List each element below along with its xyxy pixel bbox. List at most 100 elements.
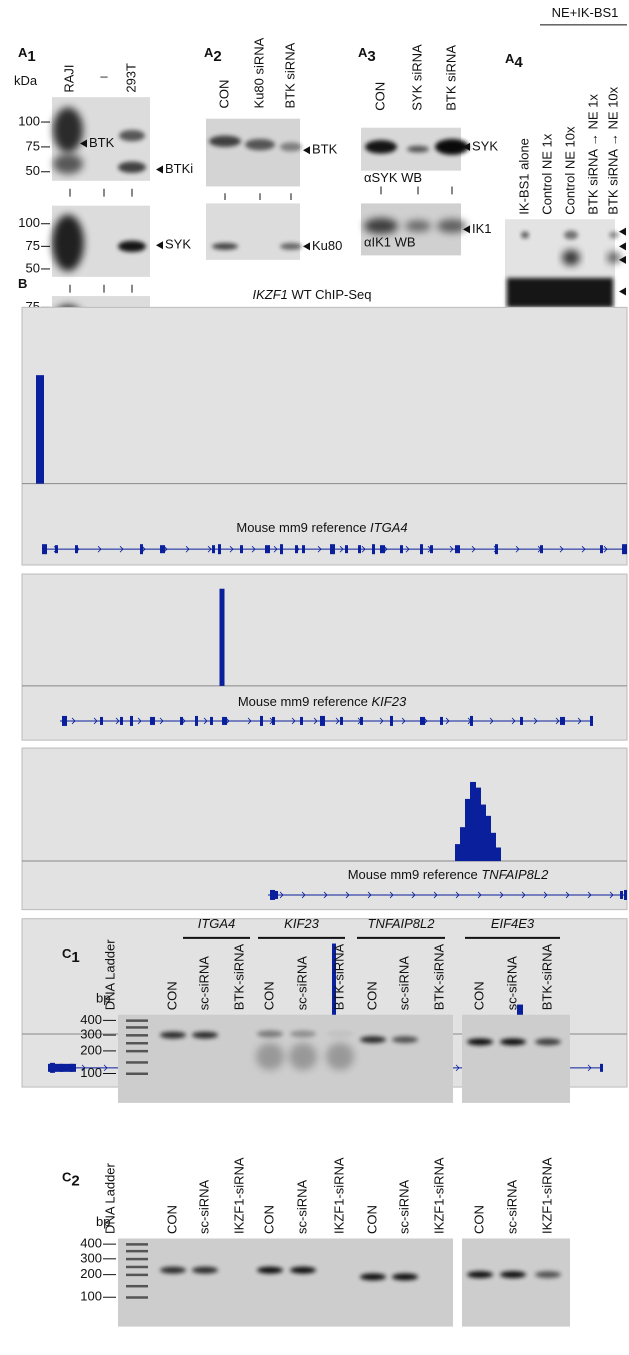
exon (180, 716, 183, 725)
reference-prefix: Mouse mm9 reference (238, 694, 372, 709)
panel-number: 1 (71, 949, 79, 966)
strand-arrow (493, 545, 498, 553)
panel-label: C2 (62, 1170, 80, 1190)
panel-letter: A (18, 46, 28, 61)
marker-label: 300 (80, 1250, 102, 1265)
band (209, 135, 241, 147)
gene-header: EIF4E3 (491, 916, 535, 931)
exon (265, 545, 270, 554)
marker-label: 50 (26, 260, 40, 275)
exon (520, 716, 523, 725)
band (360, 1036, 386, 1043)
ladder-band (126, 1034, 148, 1037)
strand-arrow (423, 717, 428, 725)
band-label: BTK (89, 135, 115, 150)
band (118, 240, 146, 252)
panel-label: B (18, 276, 27, 291)
marker-label: 75 (26, 238, 40, 253)
strand-arrow (559, 545, 564, 553)
signal (480, 804, 486, 862)
exon (42, 544, 47, 555)
arrowhead (463, 225, 470, 234)
exon (340, 716, 343, 725)
gene-header: KIF23 (284, 916, 319, 931)
exon (372, 544, 375, 555)
strand-arrow (335, 717, 340, 725)
panel-label: C1 (62, 946, 80, 966)
band (564, 230, 578, 240)
exon (48, 1063, 76, 1072)
arrowhead (156, 241, 163, 250)
exon (440, 716, 443, 725)
track-panel (21, 306, 628, 566)
lane-label: IKZF1-siRNA (331, 1157, 346, 1234)
exon (620, 890, 623, 899)
strand-arrow (401, 717, 406, 725)
lane-label: CON (364, 981, 379, 1010)
band (256, 1042, 284, 1071)
strand-arrow (229, 545, 234, 553)
ladder-label: DNA Ladder (102, 939, 117, 1010)
strand-arrow (313, 717, 318, 725)
band (53, 107, 83, 153)
arrowhead (619, 227, 626, 236)
exon (560, 716, 565, 725)
band (257, 1266, 283, 1274)
exon (624, 889, 627, 900)
reference-prefix: Mouse mm9 reference (348, 867, 482, 882)
ladder-label: DNA Ladder (102, 1162, 117, 1233)
strand-arrow (295, 545, 300, 553)
strand-arrow (225, 717, 230, 725)
exon (75, 545, 78, 554)
marker-label: 100 (18, 113, 40, 128)
lane-label: sc-siRNA (196, 1179, 211, 1233)
gene-name: ITGA4 (370, 520, 408, 535)
lane-label: CON (261, 981, 276, 1010)
panel-label: A2 (204, 46, 222, 66)
reference-label: Mouse mm9 reference TNFAIP8L2 (348, 867, 549, 882)
strand-arrow (445, 717, 450, 725)
blot-caption: αIK1 WB (364, 234, 416, 249)
lane-label: IKZF1-siRNA (231, 1157, 246, 1234)
strand-arrow (53, 545, 58, 553)
band (280, 242, 302, 250)
band (192, 1031, 218, 1039)
marker-label: 100 (80, 1289, 102, 1304)
ladder-band (126, 1243, 148, 1246)
exon (622, 544, 627, 555)
ladder-band (126, 1273, 148, 1277)
exon (140, 544, 143, 555)
exon (218, 544, 221, 555)
lane-label: IK-BS1 alone (516, 138, 531, 215)
strand-arrow (581, 545, 586, 553)
strand-arrow (159, 717, 164, 725)
signal (460, 827, 466, 862)
lane-label: sc-siRNA (504, 956, 519, 1010)
ladder-band (126, 1265, 148, 1269)
band (500, 1271, 526, 1279)
exon (195, 715, 198, 726)
lane-label: sc-siRNA (294, 1179, 309, 1233)
lane-label: sc-siRNA (504, 1179, 519, 1233)
strand-arrow (537, 545, 542, 553)
panel-letter: B (18, 276, 27, 291)
strand-arrow (499, 891, 504, 899)
arrowhead (619, 242, 626, 251)
exon (240, 545, 243, 554)
strand-arrow (345, 891, 350, 899)
ladder-band (126, 1257, 148, 1261)
strand-arrow (251, 545, 256, 553)
strand-arrow (467, 717, 472, 725)
lane-label: sc-siRNA (294, 956, 309, 1010)
lane-label: CON (216, 80, 231, 109)
band (392, 1273, 418, 1281)
panel-label: A4 (505, 51, 523, 71)
signal (470, 781, 476, 862)
signal (332, 943, 336, 1034)
strand-arrow (269, 717, 274, 725)
band (407, 145, 429, 153)
strand-arrow (75, 545, 80, 553)
strand-arrow (291, 717, 296, 725)
strand-arrow (367, 891, 372, 899)
gel (462, 1014, 570, 1103)
